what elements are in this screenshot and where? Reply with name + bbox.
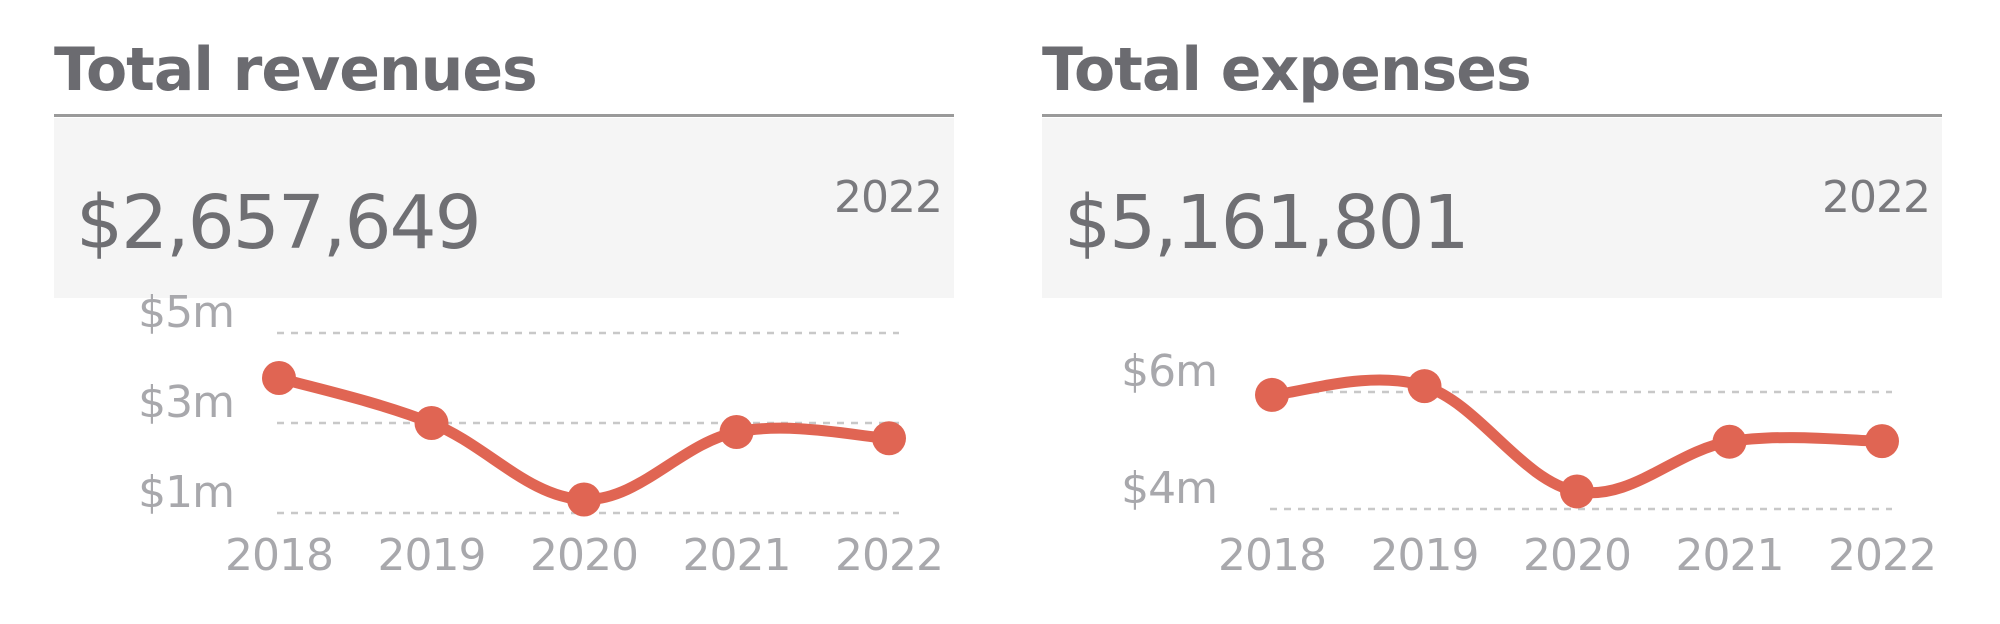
expenses-kpi-box: $5,161,801 2022 bbox=[1042, 118, 1942, 298]
revenues-x-tick-label: 2019 bbox=[378, 530, 486, 581]
revenues-kpi-year: 2022 bbox=[834, 172, 943, 223]
revenues-data-point bbox=[567, 482, 601, 517]
revenues-data-point bbox=[872, 421, 906, 456]
revenues-data-point bbox=[719, 415, 754, 449]
expenses-data-point bbox=[1712, 424, 1747, 459]
expenses-data-point bbox=[1255, 377, 1289, 412]
revenues-title: Total revenues bbox=[54, 35, 538, 105]
revenues-y-tick-label: $1m bbox=[138, 467, 234, 518]
expenses-data-point bbox=[1865, 424, 1899, 459]
expenses-title: Total expenses bbox=[1042, 35, 1532, 105]
expenses-y-tick-label: $4m bbox=[1121, 463, 1217, 514]
expenses-data-point bbox=[1407, 369, 1442, 404]
revenues-y-tick-label: $5m bbox=[138, 287, 234, 338]
expenses-x-tick-label: 2020 bbox=[1523, 530, 1631, 581]
expenses-kpi-value: $5,161,801 bbox=[1064, 180, 1470, 266]
revenues-x-tick-label: 2021 bbox=[683, 530, 791, 581]
expenses-x-tick-label: 2021 bbox=[1676, 530, 1784, 581]
revenues-x-tick-label: 2020 bbox=[530, 530, 638, 581]
revenues-kpi-box: $2,657,649 2022 bbox=[54, 118, 954, 298]
expenses-data-point bbox=[1560, 474, 1594, 509]
revenues-panel: Total revenues $2,657,649 2022 $1m $3m $5m… bbox=[54, 30, 954, 610]
revenues-x-tick-label: 2022 bbox=[835, 530, 943, 581]
revenues-line-chart: $1m $3m $5m 2018 2019 2020 2021 2022 bbox=[138, 287, 944, 581]
revenues-title-rule bbox=[54, 114, 954, 117]
revenues-data-point bbox=[262, 361, 296, 395]
expenses-y-tick-label: $6m bbox=[1121, 346, 1217, 397]
expenses-kpi-year: 2022 bbox=[1822, 172, 1931, 223]
expenses-x-tick-label: 2022 bbox=[1828, 530, 1936, 581]
revenues-series-line bbox=[273, 372, 895, 506]
revenues-y-tick-label: $3m bbox=[138, 377, 234, 428]
revenues-data-point bbox=[414, 406, 449, 440]
expenses-panel: Total expenses $5,161,801 2022 $4m $6m 201… bbox=[1042, 30, 1942, 610]
expenses-x-tick-label: 2019 bbox=[1371, 530, 1479, 581]
revenues-x-tick-label: 2018 bbox=[225, 530, 333, 581]
expenses-title-rule bbox=[1042, 114, 1942, 117]
expenses-line-chart: $4m $6m 2018 2019 2020 2021 2022 bbox=[1121, 346, 1937, 581]
expenses-x-tick-label: 2018 bbox=[1218, 530, 1326, 581]
revenues-kpi-value: $2,657,649 bbox=[76, 180, 482, 266]
